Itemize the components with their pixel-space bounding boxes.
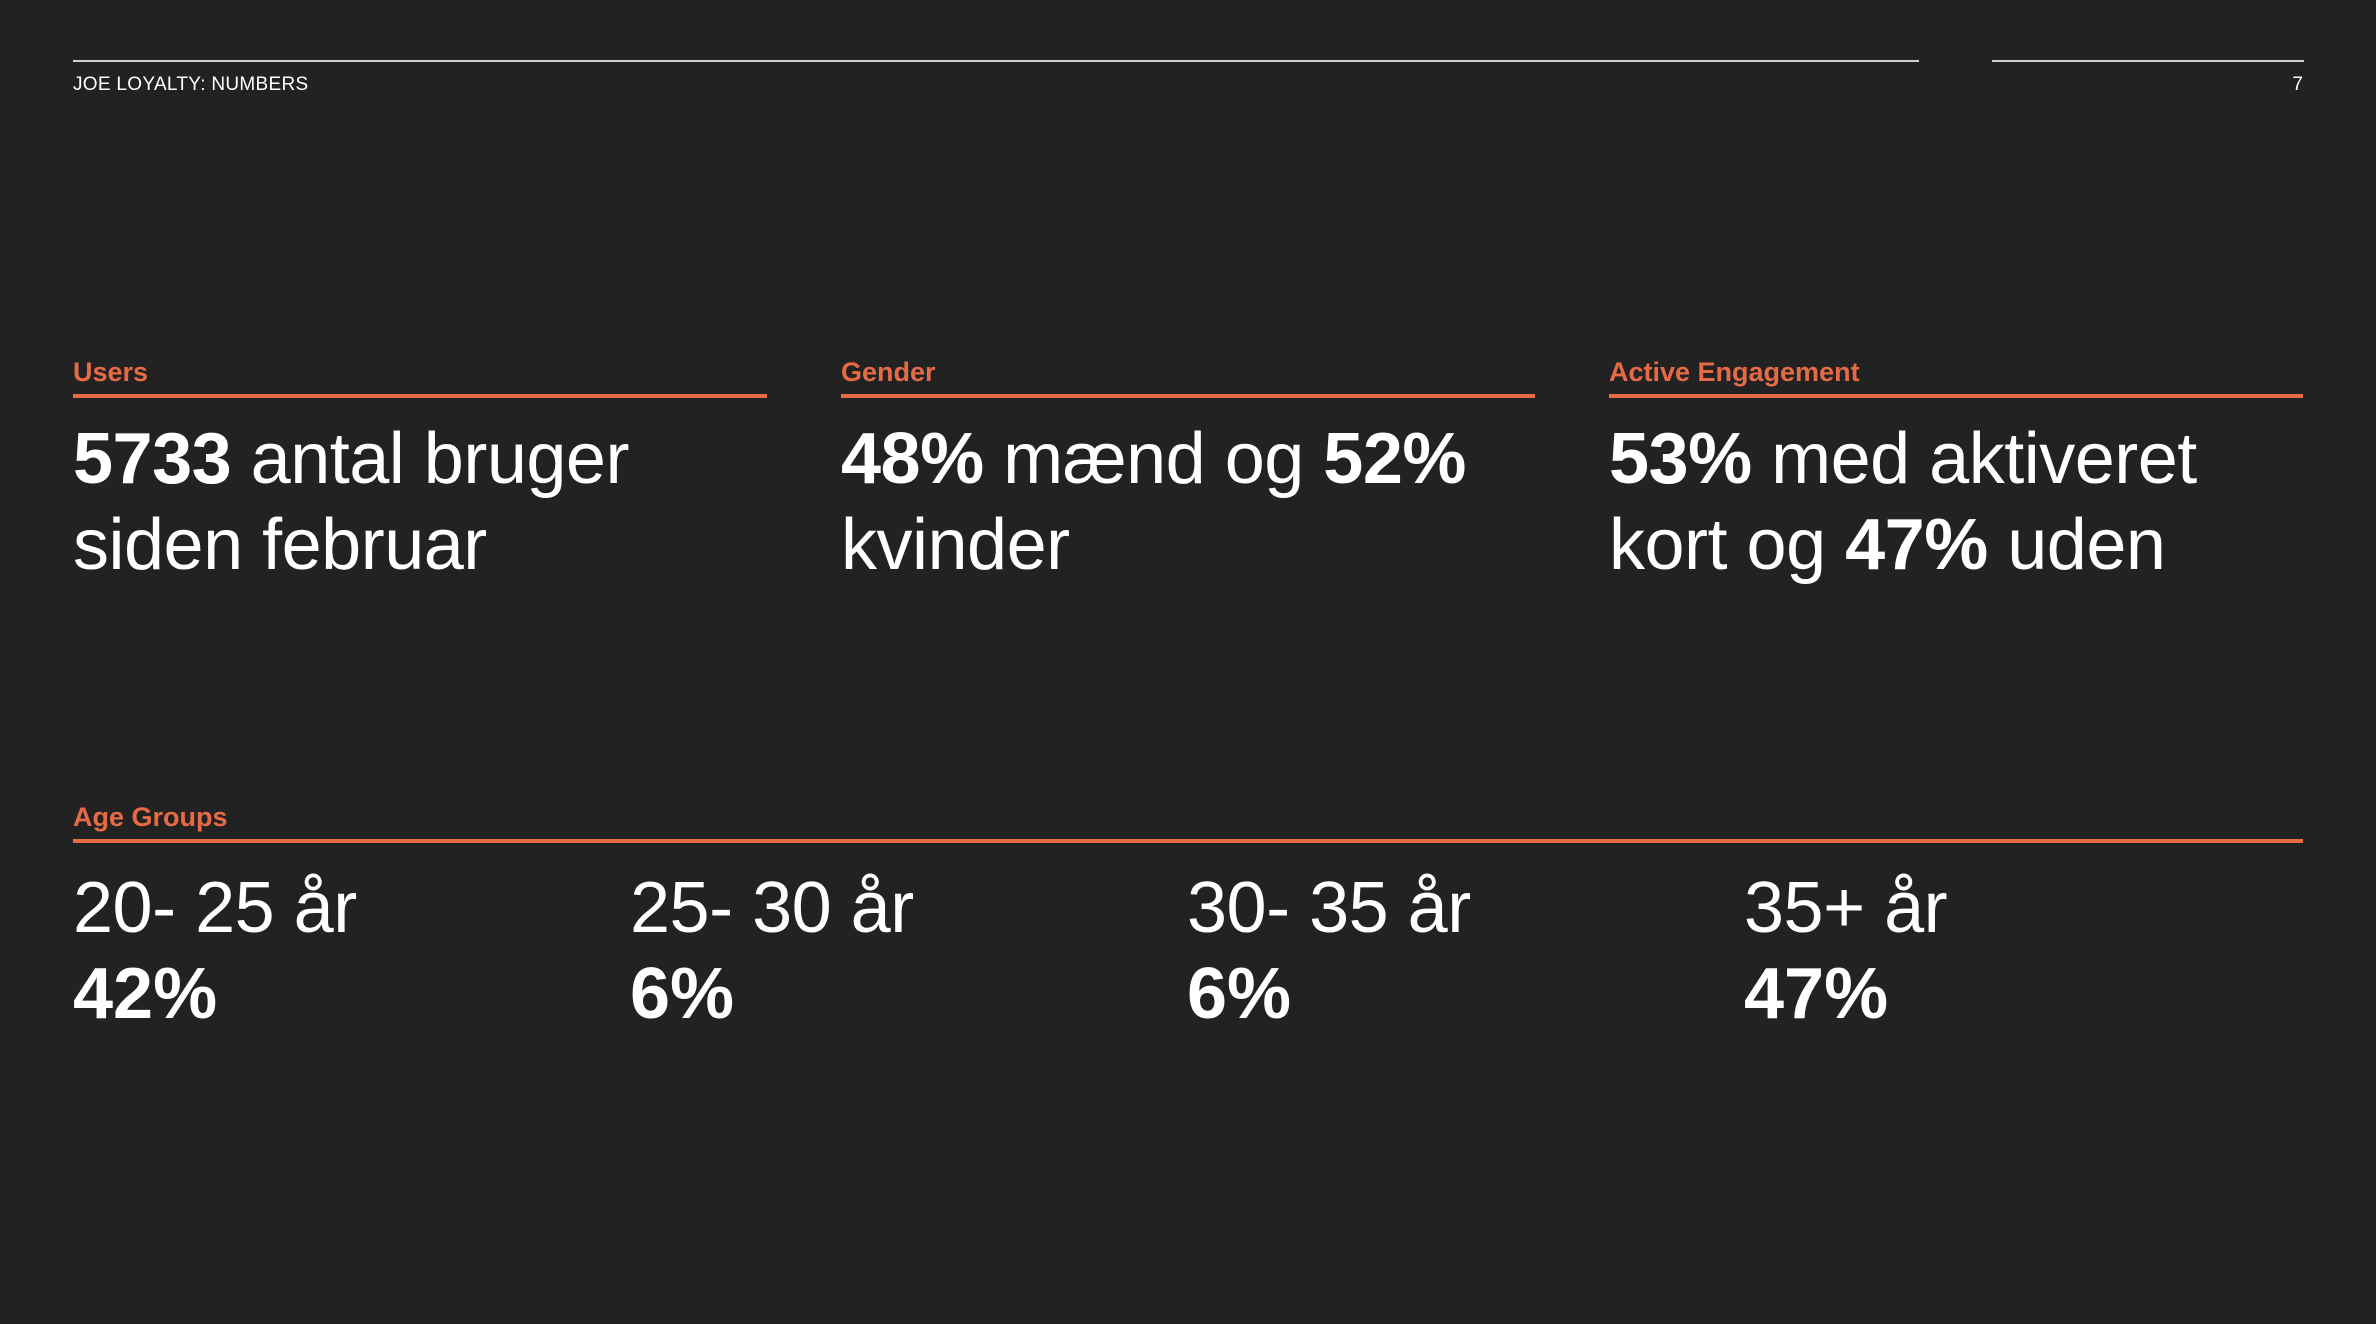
age-groups-section: Age Groups 20- 25 år 42% 25- 30 år 6% 30… bbox=[73, 801, 2303, 1035]
users-count: 5733 bbox=[73, 419, 232, 499]
age-group-range: 20- 25 år bbox=[73, 868, 357, 948]
age-groups-divider bbox=[73, 839, 2303, 843]
engagement-stat: Active Engagement 53% med aktiveret kort … bbox=[1609, 356, 2303, 588]
engagement-active-value: 53% bbox=[1609, 419, 1752, 499]
gender-men-value: 48% bbox=[841, 419, 984, 499]
gender-divider bbox=[841, 394, 1535, 398]
engagement-without-text: uden bbox=[1987, 505, 2166, 585]
age-group-item: 25- 30 år 6% bbox=[630, 865, 1150, 1037]
gender-men-text: mænd og bbox=[983, 419, 1324, 499]
header-divider-right bbox=[1992, 60, 2304, 62]
age-groups-grid: 20- 25 år 42% 25- 30 år 6% 30- 35 år 6% … bbox=[73, 865, 2303, 1035]
age-group-range: 25- 30 år bbox=[630, 868, 914, 948]
age-group-range: 35+ år bbox=[1744, 868, 1948, 948]
users-stat: Users 5733 antal bruger siden februar bbox=[73, 356, 767, 588]
age-group-item: 30- 35 år 6% bbox=[1187, 865, 1707, 1037]
age-group-value: 47% bbox=[1744, 954, 1889, 1034]
page-number: 7 bbox=[2292, 74, 2303, 95]
engagement-statement: 53% med aktiveret kort og 47% uden bbox=[1609, 416, 2303, 588]
users-statement: 5733 antal bruger siden februar bbox=[73, 416, 767, 588]
gender-women-text: kvinder bbox=[841, 505, 1070, 585]
engagement-divider bbox=[1609, 394, 2303, 398]
users-divider bbox=[73, 394, 767, 398]
engagement-label: Active Engagement bbox=[1609, 357, 1860, 387]
age-groups-label: Age Groups bbox=[73, 802, 228, 832]
gender-statement: 48% mænd og 52% kvinder bbox=[841, 416, 1535, 588]
engagement-without-value: 47% bbox=[1845, 505, 1988, 585]
age-group-item: 20- 25 år 42% bbox=[73, 865, 593, 1037]
engagement-card-text: kort og bbox=[1609, 505, 1846, 585]
users-label: Users bbox=[73, 357, 149, 387]
age-group-value: 6% bbox=[630, 954, 735, 1034]
age-group-item: 35+ år 47% bbox=[1744, 865, 2264, 1037]
header-title: JOE LOYALTY: NUMBERS bbox=[73, 74, 309, 95]
users-text-1: antal bruger bbox=[231, 419, 630, 499]
age-group-value: 42% bbox=[73, 954, 218, 1034]
gender-women-value: 52% bbox=[1323, 419, 1466, 499]
engagement-active-text: med aktiveret bbox=[1751, 419, 2197, 499]
users-text-2: siden februar bbox=[73, 505, 487, 585]
header-divider-left bbox=[73, 60, 1919, 62]
age-group-value: 6% bbox=[1187, 954, 1292, 1034]
gender-label: Gender bbox=[841, 357, 936, 387]
age-group-range: 30- 35 år bbox=[1187, 868, 1471, 948]
gender-stat: Gender 48% mænd og 52% kvinder bbox=[841, 356, 1535, 588]
